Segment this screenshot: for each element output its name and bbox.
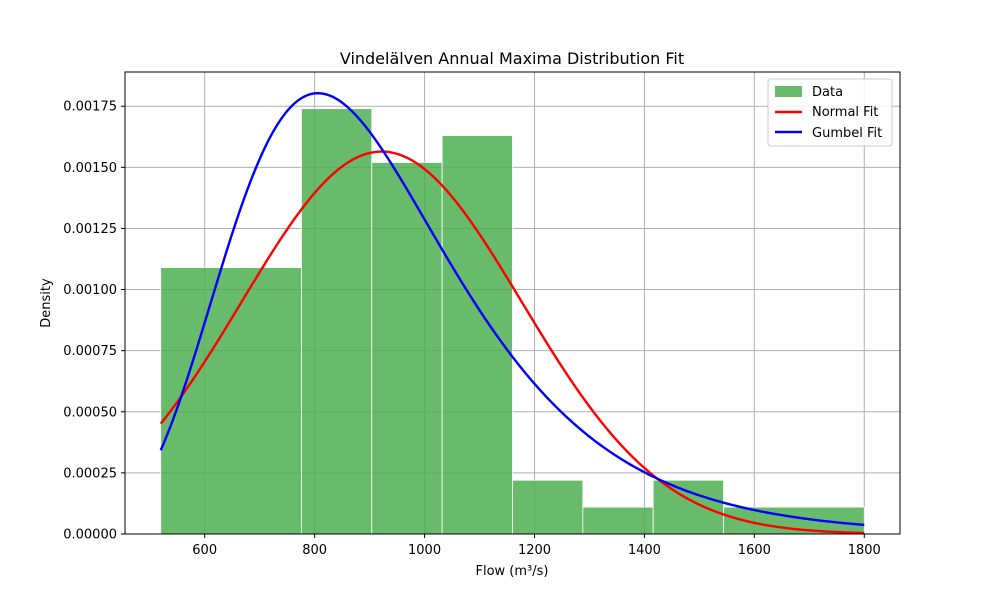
legend-swatch-data xyxy=(775,86,802,97)
y-tick-label: 0.00025 xyxy=(63,466,117,481)
chart-title: Vindelälven Annual Maxima Distribution F… xyxy=(340,49,684,68)
y-tick-label: 0.00000 xyxy=(63,528,117,543)
x-tick-label: 1600 xyxy=(738,543,771,558)
y-tick-label: 0.00125 xyxy=(63,222,117,237)
y-tick-label: 0.00050 xyxy=(63,405,117,420)
x-tick-label: 1400 xyxy=(628,543,661,558)
histogram-bar xyxy=(652,479,724,535)
histogram-bar xyxy=(512,479,584,535)
legend-label-normal: Normal Fit xyxy=(812,105,878,120)
histogram-bar xyxy=(301,108,373,535)
legend-label-gumbel: Gumbel Fit xyxy=(812,126,882,141)
histogram-bar xyxy=(441,135,513,535)
y-axis-label: Density xyxy=(39,278,54,328)
y-tick-label: 0.00150 xyxy=(63,161,117,176)
legend-label-data: Data xyxy=(812,85,843,100)
histogram-bar xyxy=(371,162,443,535)
histogram-bars xyxy=(160,108,865,535)
normal-fit-curve xyxy=(159,150,865,535)
legend: Data Normal Fit Gumbel Fit xyxy=(767,78,893,147)
x-axis-ticks: 600 800 1000 1200 1400 1600 1800 xyxy=(192,534,881,558)
x-tick-label: 800 xyxy=(302,543,327,558)
y-tick-label: 0.00175 xyxy=(63,100,117,115)
x-tick-label: 600 xyxy=(192,543,217,558)
x-tick-label: 1200 xyxy=(518,543,551,558)
x-axis-label: Flow (m³/s) xyxy=(476,564,549,579)
y-axis-ticks: 0.00000 0.00025 0.00050 0.00075 0.00100 0.001… xyxy=(63,100,125,543)
x-tick-label: 1800 xyxy=(848,543,881,558)
histogram-bar xyxy=(160,267,302,535)
plot-frame xyxy=(124,71,901,535)
fit-curves xyxy=(159,91,865,535)
y-tick-label: 0.00100 xyxy=(63,283,117,298)
y-tick-label: 0.00075 xyxy=(63,344,117,359)
gumbel-fit-curve xyxy=(159,91,865,527)
x-tick-label: 1000 xyxy=(408,543,441,558)
histogram-bar xyxy=(582,506,654,535)
